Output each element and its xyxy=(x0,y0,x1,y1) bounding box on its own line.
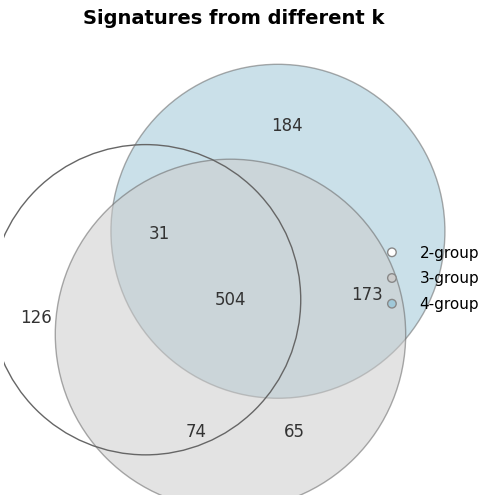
Text: 74: 74 xyxy=(185,423,206,441)
Circle shape xyxy=(55,159,406,504)
Text: 173: 173 xyxy=(351,286,383,304)
Text: 184: 184 xyxy=(271,117,303,136)
Text: 504: 504 xyxy=(215,291,246,309)
Text: 126: 126 xyxy=(20,309,52,327)
Circle shape xyxy=(111,65,445,398)
Text: 31: 31 xyxy=(149,225,170,243)
Text: 65: 65 xyxy=(284,423,305,441)
Legend: 2-group, 3-group, 4-group: 2-group, 3-group, 4-group xyxy=(370,239,485,318)
Title: Signatures from different k: Signatures from different k xyxy=(84,9,385,28)
